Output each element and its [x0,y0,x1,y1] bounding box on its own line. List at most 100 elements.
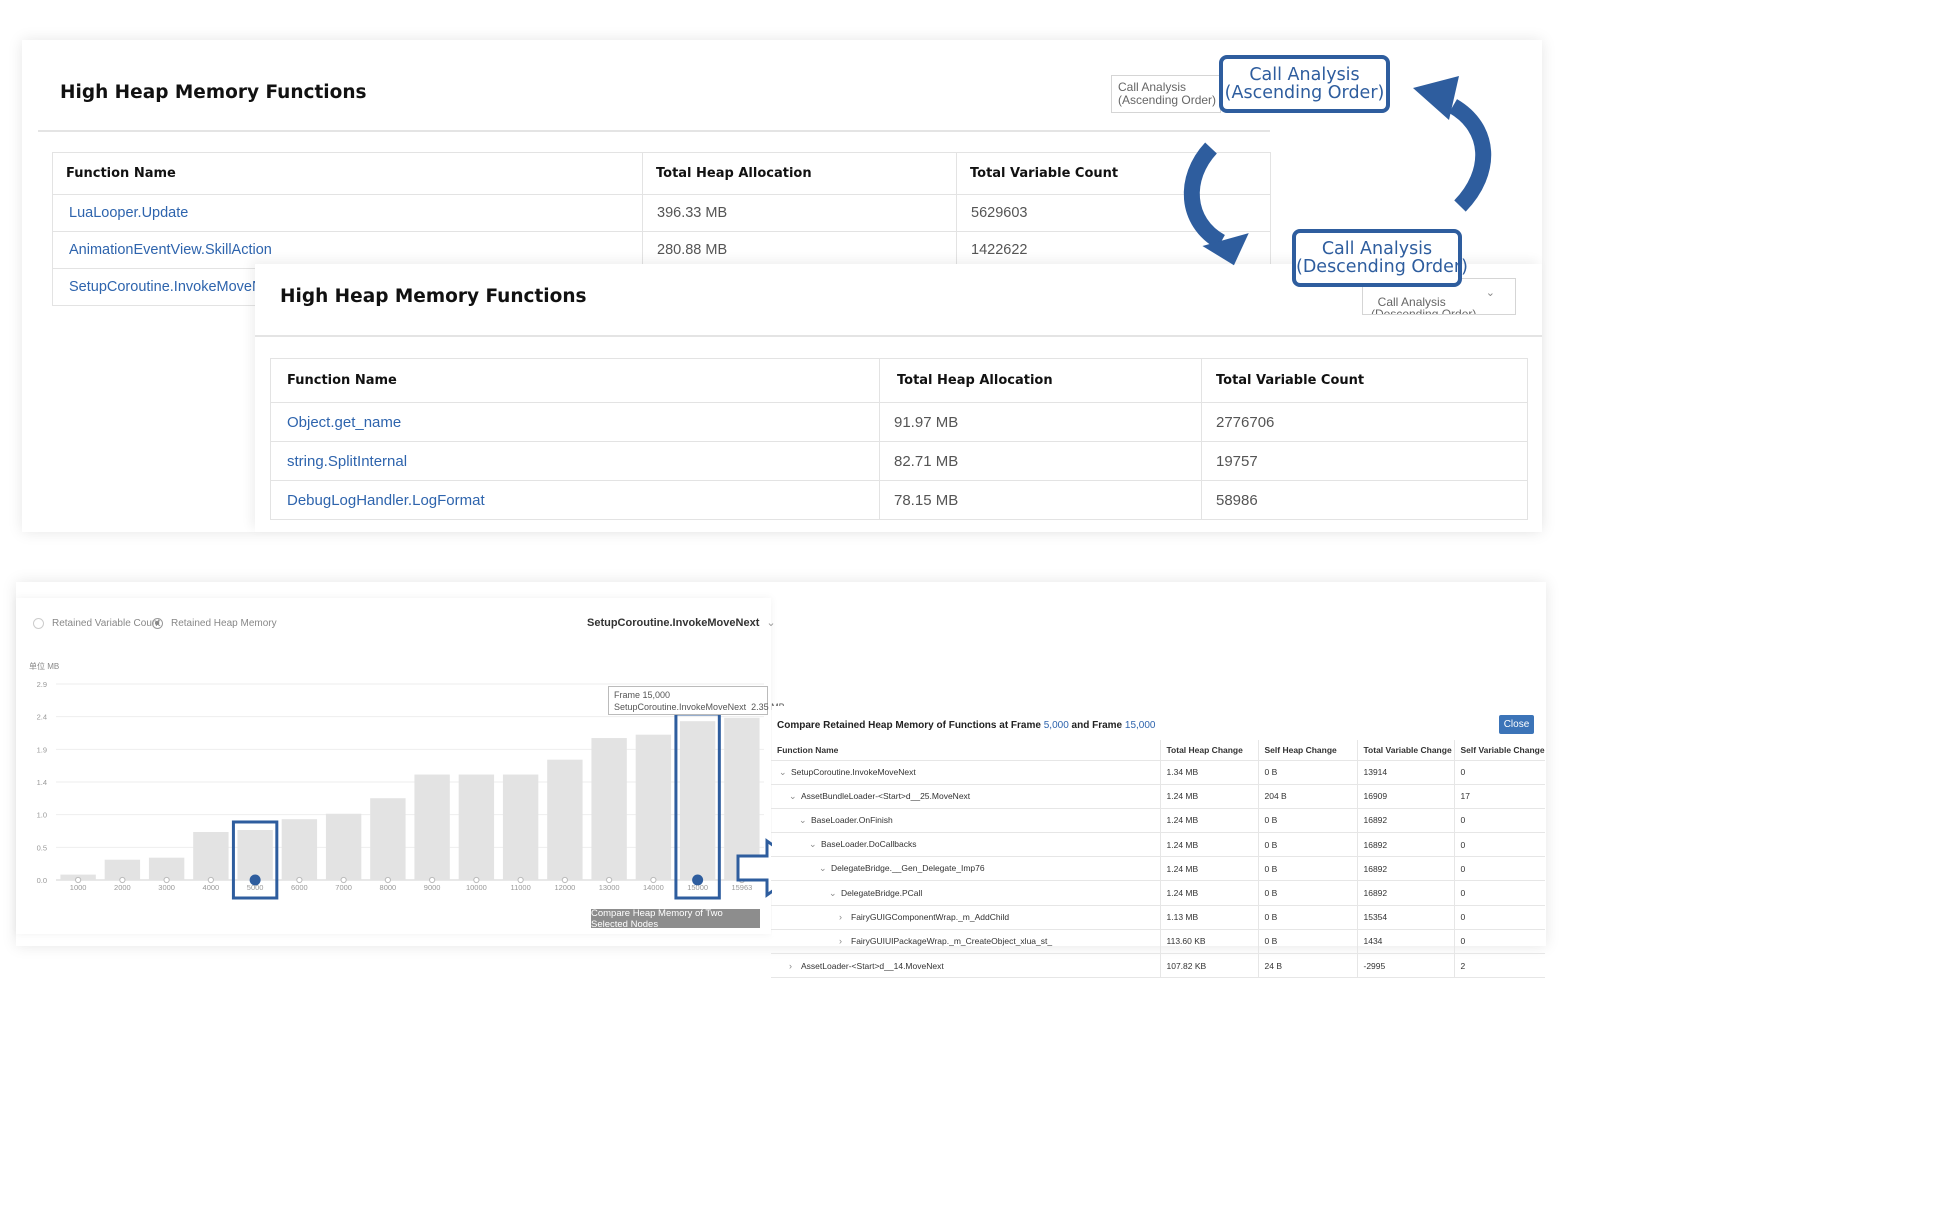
x-tick-label: 15963 [731,883,752,892]
function-link[interactable]: DebugLogHandler.LogFormat [270,480,880,520]
callout-descending: Call Analysis (Descending Order) [1292,229,1468,287]
x-tick-label: 6000 [291,883,308,892]
tree-cell-name: › FairyGUIGComponentWrap._m_AddChild [771,905,1160,930]
x-tick-label: 2000 [114,883,131,892]
chevron-right-icon[interactable]: › [839,936,842,947]
tree-cell-name: › FairyGUIUIPackageWrap._m_CreateObject_x… [771,929,1160,955]
heap-allocation-value: 78.15 MB [879,480,1202,520]
col-total-heap-allocation: Total Heap Allocation [642,152,957,195]
tree-row[interactable]: ⌄ SetupCoroutine.InvokeMoveNext 1.34 MB 0 B… [771,760,1545,785]
tree-cell-total-var: 16909 [1356,784,1454,809]
function-link[interactable]: LuaLooper.Update [52,194,643,232]
tree-row[interactable]: › AssetLoader-<Start>d__14.MoveNext 107.82… [771,953,1545,979]
tree-cell-self-var: 17 [1453,784,1545,809]
x-tick-label: 14000 [643,883,664,892]
tree-cell-name: ⌄ BaseLoader.DoCallbacks [771,832,1160,858]
tree-cell-self-heap: 0 B [1257,929,1357,955]
close-button[interactable]: Close [1499,715,1534,734]
tree-row[interactable]: ⌄ AssetBundleLoader-<Start>d__25.MoveNext… [771,784,1545,809]
compare-panel-title: Compare Retained Heap Memory of Function… [777,720,1156,731]
tree-cell-total-var: 16892 [1356,880,1454,906]
chevron-right-icon[interactable]: › [789,960,792,971]
x-tick-label: 10000 [466,883,487,892]
variable-count-value: 19757 [1201,441,1528,481]
tree-cell-name: › AssetLoader-<Start>d__14.MoveNext [771,953,1160,979]
function-name: DelegateBridge.PCall [841,887,923,898]
tree-cell-self-heap: 24 B [1257,953,1357,979]
y-tick-label: 1.4 [37,778,47,787]
function-link[interactable]: AnimationEventView.SkillAction [52,231,643,269]
chevron-down-icon[interactable]: ⌄ [809,839,817,850]
function-name: AssetLoader-<Start>d__14.MoveNext [801,960,944,971]
tree-cell-total-var: 16892 [1356,808,1454,834]
function-link[interactable]: Object.get_name [270,402,880,442]
tree-cell-self-var: 0 [1453,808,1545,834]
chevron-right-icon[interactable]: › [839,912,842,923]
tree-cell-total-heap: 1.24 MB [1159,880,1258,906]
unit-label: 单位 MB [29,662,60,671]
tree-cell-name: ⌄ AssetBundleLoader-<Start>d__25.MoveNext [771,784,1160,809]
col-total-variable-count: Total Variable Count [1201,358,1528,403]
call-analysis-select[interactable]: Call Analysis (Ascending Order) [1111,75,1221,113]
chevron-down-icon[interactable]: ⌄ [789,790,797,801]
col-total-heap-change: Total Heap Change [1159,740,1258,761]
bar [104,859,141,880]
function-select[interactable]: SetupCoroutine.InvokeMoveNext ⌄ [587,616,776,629]
tree-cell-total-var: 15354 [1356,905,1454,930]
chevron-down-icon[interactable]: ⌄ [779,766,787,777]
bar [724,717,760,880]
radio-retained-variable-count[interactable]: Retained Variable Count [33,618,160,629]
title-prefix: Compare Retained Heap Memory of Function… [777,720,1041,731]
node-point [473,876,480,884]
tree-cell-total-heap: 1.24 MB [1159,784,1258,809]
tree-row[interactable]: ⌄ BaseLoader.DoCallbacks 1.24 MB 0 B 16892 0 [771,832,1545,858]
tree-cell-name: ⌄ BaseLoader.OnFinish [771,808,1160,834]
tooltip-frame: Frame 15,000 [614,690,671,700]
tree-cell-self-heap: 0 B [1257,856,1357,882]
function-name: FairyGUIGComponentWrap._m_AddChild [851,912,1010,923]
compare-nodes-button[interactable]: Compare Heap Memory of Two Selected Node… [591,908,760,930]
x-tick-label: 11000 [510,883,530,892]
chevron-down-icon[interactable]: ⌄ [829,887,837,898]
radio-dot [33,618,44,629]
bar [679,721,716,880]
col-total-heap-allocation: Total Heap Allocation [879,358,1202,403]
bar [591,738,627,880]
chevron-down-icon[interactable]: ⌄ [819,863,827,874]
radio-retained-heap-memory[interactable]: Retained Heap Memory [152,618,277,629]
col-total-variable-count: Total Variable Count [956,152,1271,195]
x-tick-label: 15000 [687,883,708,892]
tree-cell-self-heap: 0 B [1257,760,1357,785]
tree-row[interactable]: ⌄ BaseLoader.OnFinish 1.24 MB 0 B 16892 0 [771,808,1545,834]
tree-row[interactable]: › FairyGUIUIPackageWrap._m_CreateObject_x… [771,929,1545,955]
bar [502,774,539,880]
x-tick-label: 9000 [424,883,441,892]
x-tick-label: 13000 [599,883,620,892]
selected-node-point [249,874,261,886]
tree-cell-total-var: 1434 [1356,929,1454,955]
x-tick-label: 1000 [70,883,87,892]
tree-cell-total-heap: 1.13 MB [1159,905,1258,930]
node-point [163,876,170,884]
tree-row[interactable]: ⌄ DelegateBridge.PCall 1.24 MB 0 B 16892 0 [771,880,1545,906]
heap-allocation-value: 280.88 MB [642,231,957,269]
tree-cell-total-var: 13914 [1356,760,1454,785]
y-tick-label: 2.9 [37,680,47,689]
heap-bar-chart: 0.0 0.5 1.0 1.4 1.9 2.4 2.9 1000 2000 3000 4000 500… [37,680,764,900]
col-function-name: Function Name [52,152,643,195]
x-tick-label: 5000 [247,883,264,892]
node-point [561,876,568,884]
node-point [340,876,347,884]
tree-cell-total-heap: 113.60 KB [1159,929,1258,955]
chevron-down-icon[interactable]: ⌄ [799,814,807,825]
x-tick-label: 4000 [203,883,220,892]
tree-cell-total-heap: 107.82 KB [1159,953,1258,979]
function-name: AssetBundleLoader-<Start>d__25.MoveNext [801,790,971,801]
tree-row[interactable]: ⌄ DelegateBridge.__Gen_Delegate_Imp76 1.24… [771,856,1545,882]
bar [370,798,406,880]
function-link[interactable]: string.SplitInternal [270,441,880,481]
descending-card: High Heap Memory Functions Function Name… [255,264,1542,532]
tree-row[interactable]: › FairyGUIGComponentWrap._m_AddChild 1.13 … [771,905,1545,930]
col-total-variable-change: Total Variable Change [1356,740,1454,761]
function-name: FairyGUIUIPackageWrap._m_CreateObject_xl… [851,936,1053,947]
